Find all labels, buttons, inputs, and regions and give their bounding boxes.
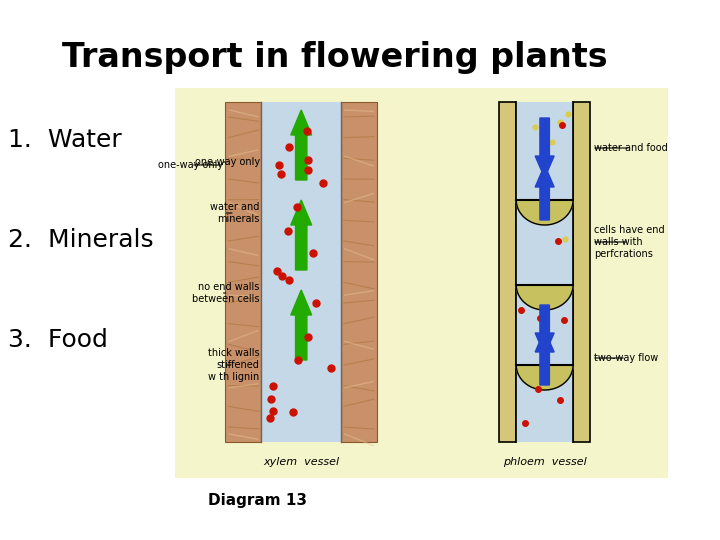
Polygon shape [516, 285, 573, 310]
Bar [175, 88, 667, 478]
Text: phloem  vessel: phloem vessel [503, 457, 587, 467]
Text: Transport in flowering plants: Transport in flowering plants [62, 42, 607, 75]
Text: 3.  Food: 3. Food [8, 328, 107, 352]
FancyArrow shape [535, 165, 554, 220]
Text: thick walls
stiffened
w th lignin: thick walls stiffened w th lignin [208, 348, 259, 382]
Polygon shape [516, 365, 573, 390]
Text: one-way only: one-way only [158, 160, 223, 170]
Text: Diagram 13: Diagram 13 [208, 492, 307, 508]
FancyArrow shape [291, 110, 312, 180]
Polygon shape [516, 200, 573, 225]
FancyArrow shape [291, 290, 312, 360]
Text: xylem  vessel: xylem vessel [263, 457, 339, 467]
FancyArrow shape [535, 330, 554, 385]
Bar [499, 102, 516, 442]
Text: water and
minerals: water and minerals [210, 202, 259, 224]
FancyArrow shape [291, 200, 312, 270]
Text: 2.  Minerals: 2. Minerals [8, 228, 153, 252]
Text: two-way flow: two-way flow [594, 353, 658, 363]
Text: one-way only: one-way only [195, 157, 261, 167]
Text: cells have end
walls with
perfcrations: cells have end walls with perfcrations [594, 225, 665, 259]
Bar [516, 102, 573, 442]
Bar [261, 102, 341, 442]
FancyArrow shape [535, 118, 554, 178]
Bar [225, 102, 261, 442]
Text: 1.  Water: 1. Water [8, 128, 122, 152]
Text: water and food: water and food [594, 143, 667, 153]
Bar [573, 102, 590, 442]
Text: no end walls
between cells: no end walls between cells [192, 282, 259, 304]
Bar [341, 102, 377, 442]
FancyArrow shape [535, 305, 554, 355]
